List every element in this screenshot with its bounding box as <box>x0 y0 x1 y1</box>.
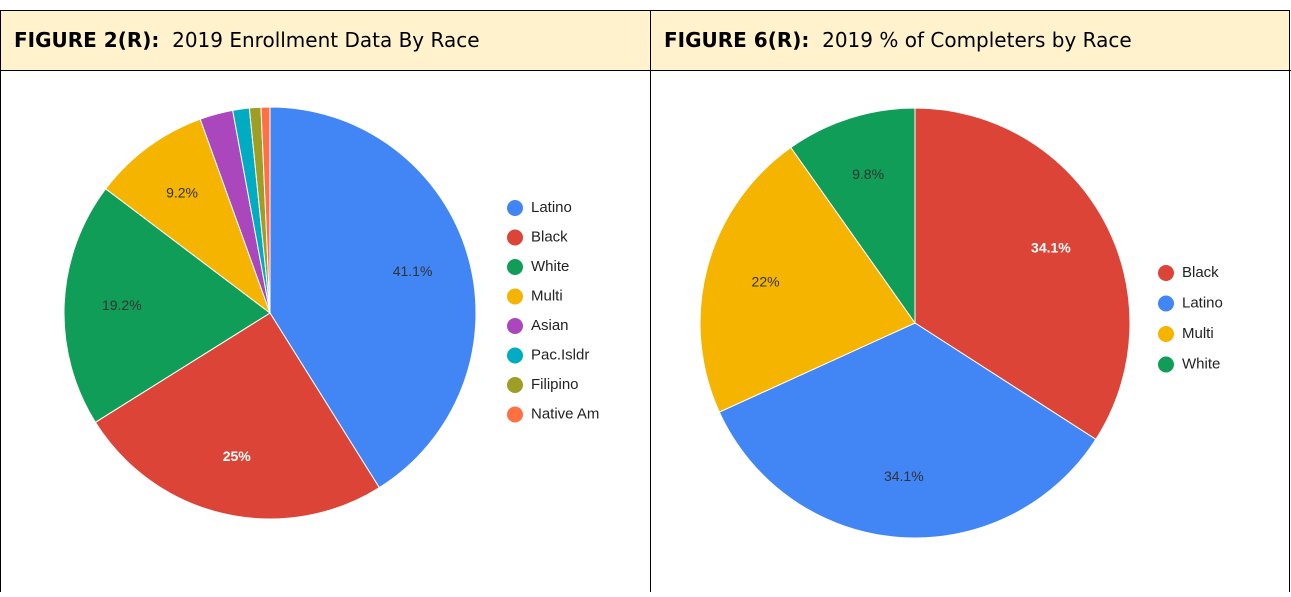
legend-label: Pac.Isldr <box>531 346 589 363</box>
figure-caption: 2019 Enrollment Data By Race <box>172 28 479 52</box>
figure-title: FIGURE 2(R): 2019 Enrollment Data By Rac… <box>14 28 480 52</box>
figure-number: FIGURE 6(R): <box>664 28 809 52</box>
space <box>809 28 822 52</box>
pie-slice <box>94 312 380 520</box>
slice-label: 22% <box>752 273 780 289</box>
legend-swatch <box>507 259 523 275</box>
legend-label: Asian <box>531 317 569 334</box>
pie-slice <box>104 118 272 315</box>
legend-swatch <box>507 406 523 423</box>
legend-label: Filipino <box>531 376 579 393</box>
legend-swatch <box>507 318 523 334</box>
legend-swatch <box>1158 356 1174 373</box>
legend-label: White <box>1182 355 1220 372</box>
table-border <box>0 10 1290 597</box>
legend-label: Black <box>531 228 568 245</box>
legend-label: Native Am <box>531 405 599 422</box>
slice-label: 34.1% <box>884 468 924 484</box>
legend-swatch <box>507 229 523 246</box>
legend-label: Multi <box>1182 325 1214 342</box>
legend-label: Black <box>1182 264 1219 281</box>
legend-swatch <box>507 288 523 305</box>
legend-swatch <box>1158 326 1174 342</box>
legend-swatch <box>507 377 523 393</box>
figure-number: FIGURE 2(R): <box>14 28 159 52</box>
slice-label: 41.1% <box>393 263 433 279</box>
slice-label: 19.2% <box>102 297 142 313</box>
header-row <box>0 10 1290 71</box>
legend-swatch <box>507 347 523 364</box>
slice-label: 9.8% <box>852 166 884 182</box>
pie-slice <box>269 106 477 489</box>
legend-swatch <box>1158 265 1174 281</box>
figure-title: FIGURE 6(R): 2019 % of Completers by Rac… <box>664 28 1132 52</box>
legend-label: Latino <box>531 199 572 216</box>
pie-slice <box>699 146 916 413</box>
pie-slice <box>718 322 1097 539</box>
slice-label: 9.2% <box>166 184 198 200</box>
space <box>159 28 172 52</box>
legend-swatch <box>1158 295 1174 312</box>
legend-label: Latino <box>1182 294 1223 311</box>
legend-label: White <box>531 258 569 275</box>
figure-caption: 2019 % of Completers by Race <box>822 28 1132 52</box>
legend-label: Multi <box>531 287 563 304</box>
legend-swatch <box>507 200 523 216</box>
slice-label: 34.1% <box>1031 240 1071 256</box>
pie-slice <box>790 107 916 325</box>
pie-slice <box>914 107 1131 441</box>
slice-label: 25% <box>223 448 252 464</box>
pie-slice <box>63 188 271 423</box>
pie-slice <box>260 106 271 314</box>
